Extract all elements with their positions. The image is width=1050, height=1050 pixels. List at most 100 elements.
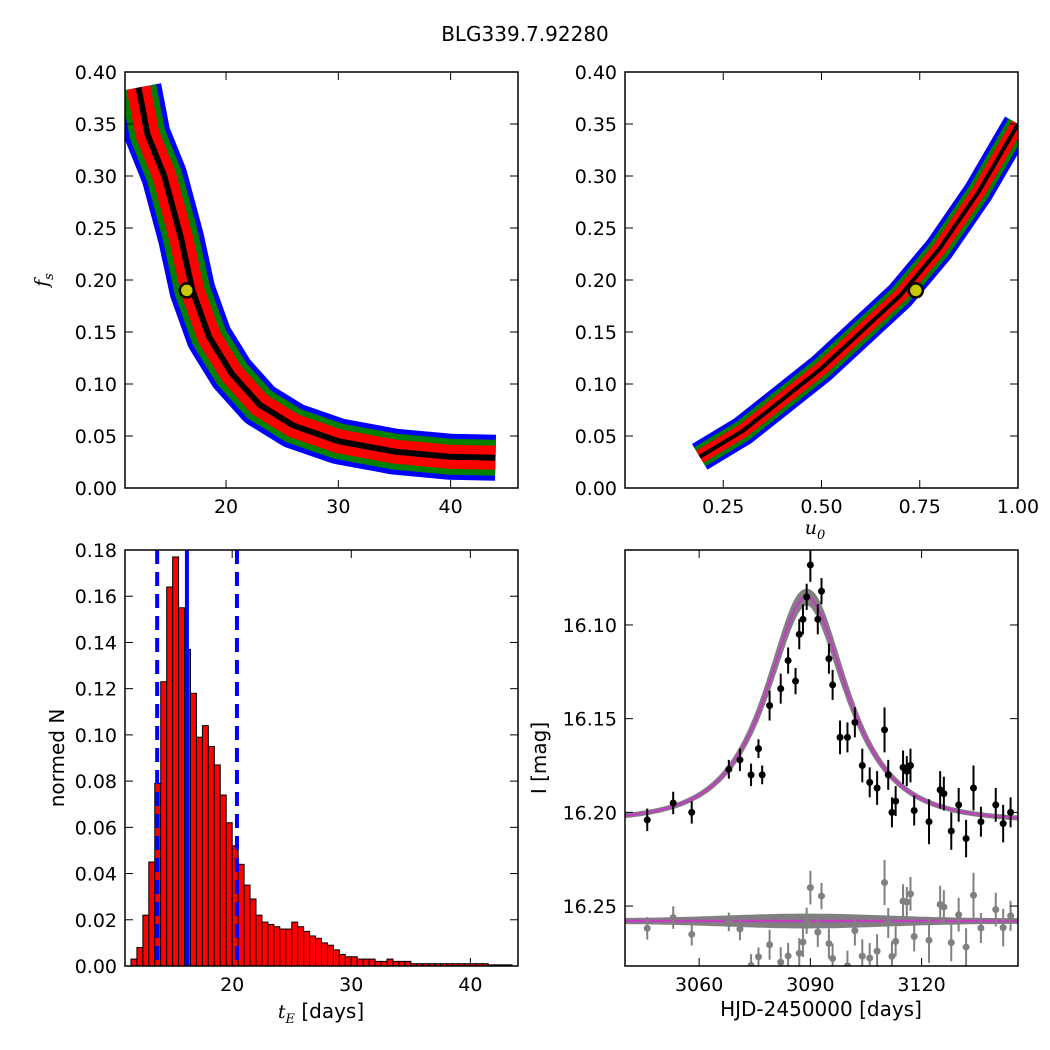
residual-point [766, 941, 774, 949]
histogram-bar [279, 928, 287, 966]
y-tick-label: 0.18 [75, 540, 117, 562]
histogram-bar [267, 923, 275, 966]
histogram-bar [225, 822, 233, 966]
data-point [799, 615, 807, 623]
residual-point [866, 954, 874, 962]
data-point [806, 561, 814, 569]
confidence-region-inner [126, 85, 496, 470]
x-tick-label: 3090 [786, 974, 834, 996]
residual-point [818, 892, 825, 900]
light-curve-plot [625, 550, 1018, 966]
y-tick-label: 0.35 [75, 114, 117, 136]
residual-point [825, 939, 833, 947]
y-tick-label: 0.20 [75, 270, 117, 292]
model-uncertainty-band [625, 588, 1018, 821]
fs-u0-axes-frame [624, 71, 1019, 489]
data-point [669, 799, 677, 807]
residual-point [962, 943, 970, 951]
histogram-bar [166, 586, 174, 966]
data-point [829, 681, 837, 689]
data-point [970, 784, 978, 792]
histogram-bar [315, 937, 322, 966]
y-tick-label: 16.15 [563, 709, 617, 731]
residual-point [906, 890, 914, 898]
residual-point [970, 891, 978, 899]
x-tick-label: 3120 [897, 974, 945, 996]
y-tick-label: 0.25 [575, 218, 617, 240]
confidence-region-core [135, 87, 496, 461]
fs-tE-ylabel: fs [31, 273, 57, 289]
histogram-bar [190, 692, 197, 966]
y-tick-label: 0.02 [75, 910, 117, 932]
data-point [999, 820, 1007, 828]
fs-tE-density-map [125, 83, 497, 481]
fs-tE-ticks: 20 30 40 0.00 0.05 0.10 0.15 0.20 0.25 0.30 0.35 0.… [75, 62, 518, 518]
data-point [977, 818, 985, 826]
y-tick-label: 0.05 [575, 426, 617, 448]
y-tick-label: 0.00 [575, 478, 617, 500]
histogram-bar [368, 958, 376, 966]
data-point [903, 767, 911, 775]
confidence-region-outer [691, 116, 1018, 470]
y-tick-label: 16.10 [563, 615, 617, 637]
data-point [784, 657, 792, 665]
x-tick-label: 0.75 [899, 496, 941, 518]
data-point [725, 765, 733, 773]
data-point [795, 630, 803, 638]
data-point [643, 816, 651, 824]
y-tick-label: 0.00 [75, 956, 117, 978]
histogram-bar [321, 942, 328, 966]
panel-tE-histogram: 20 30 40 0.00 0.02 0.04 0.06 0.08 0.10 0.12 0.14 0.… [45, 540, 519, 1027]
residual-point [725, 918, 733, 926]
histogram-bar [178, 607, 186, 966]
y-tick-label: 0.30 [575, 166, 617, 188]
histogram-bar [291, 921, 299, 966]
x-tick-label: 20 [220, 974, 244, 996]
histogram-bar [362, 958, 370, 966]
residual-point [955, 911, 963, 919]
histogram-bar [142, 914, 150, 966]
data-point [836, 733, 844, 741]
data-point [858, 761, 866, 769]
x-tick-label: 40 [458, 974, 482, 996]
data-point [792, 677, 800, 685]
residual-point [777, 958, 785, 966]
data-point [940, 790, 948, 798]
residual-point [803, 917, 811, 925]
data-point [736, 756, 744, 764]
residual-point [754, 953, 762, 961]
residual-point [892, 937, 900, 945]
data-point [881, 726, 889, 734]
light-curve-axes-frame [624, 549, 1019, 967]
y-tick-label: 0.08 [75, 771, 117, 793]
y-tick-label: 0.15 [575, 322, 617, 344]
histogram-bar [130, 958, 138, 966]
residual-point [806, 884, 814, 892]
figure-title: BLG339.7.92280 [441, 22, 609, 46]
histogram-bar [338, 953, 346, 966]
histogram-bar [332, 949, 340, 966]
y-tick-label: 0.04 [75, 864, 117, 886]
data-point [851, 718, 859, 726]
x-tick-label: 20 [214, 496, 238, 518]
tE-histogram-xlabel: tE [days] [278, 999, 364, 1027]
panel-light-curve: 3060 3090 3120 16.10 16.15 16.20 16.25 I [mag]… [527, 549, 1019, 1021]
data-point [777, 685, 785, 693]
histogram-bar [160, 681, 168, 966]
data-point [906, 761, 914, 769]
residual-point [669, 914, 677, 922]
residual-point [747, 962, 755, 966]
histogram-bar [350, 956, 358, 966]
light-curve-xlabel: HJD-2450000 [days] [720, 997, 922, 1021]
x-tick-label: 30 [326, 496, 350, 518]
confidence-region-mid [694, 118, 1018, 467]
model-curve [625, 595, 1018, 820]
histogram-bar [356, 958, 364, 966]
y-tick-label: 0.40 [75, 62, 117, 84]
data-point [925, 818, 933, 826]
data-point [688, 808, 696, 816]
data-point [803, 593, 811, 601]
data-point [910, 806, 918, 814]
data-point [843, 733, 851, 741]
x-tick-label: 40 [439, 496, 463, 518]
